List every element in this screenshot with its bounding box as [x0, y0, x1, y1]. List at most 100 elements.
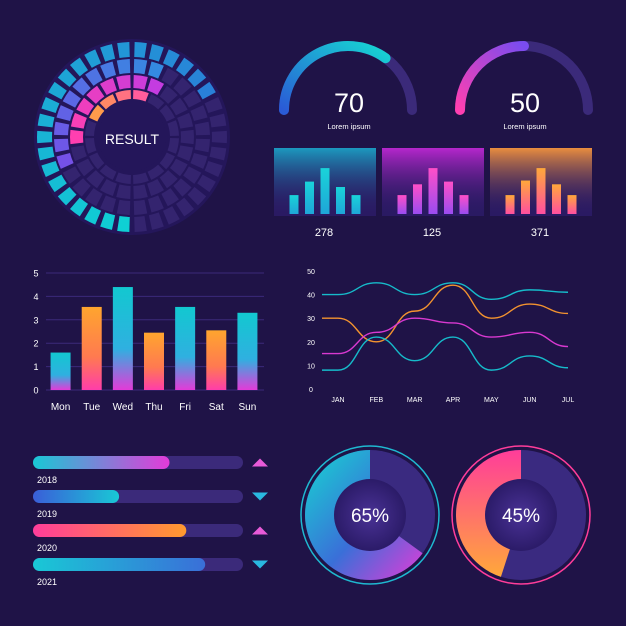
dial-segment — [133, 184, 148, 199]
year-bar-label: 2021 — [37, 577, 57, 587]
line-series-4 — [321, 336, 569, 371]
dial-segment — [167, 120, 179, 136]
week-x-tick: Wed — [113, 402, 133, 413]
trend-down-icon — [252, 560, 268, 569]
dial-segment — [116, 184, 131, 199]
dial-segment — [89, 104, 105, 122]
dial-segment — [147, 78, 165, 96]
week-bar — [175, 306, 196, 390]
dial-segment — [99, 164, 117, 180]
dial-segment — [162, 206, 180, 225]
percentage-pies: 65% 45% — [300, 445, 591, 585]
line-series-3 — [322, 317, 569, 355]
dial-segment — [69, 57, 89, 77]
dial-segment — [183, 90, 202, 108]
dial-segment — [84, 49, 102, 68]
dial-segment — [147, 178, 165, 196]
year-bar-label: 2019 — [37, 509, 57, 519]
dial-segment — [197, 81, 216, 100]
result-label: RESULT — [105, 131, 160, 147]
dial-segment — [194, 121, 210, 136]
mini-card-2-value: 125 — [423, 227, 441, 239]
dial-segment — [173, 77, 192, 96]
dial-segment — [37, 146, 55, 161]
pie-label: 65% — [351, 506, 389, 527]
dial-segment — [76, 158, 95, 177]
gauge-2-arc — [455, 41, 529, 115]
mini-card-2-bar — [397, 195, 407, 214]
gauge-2-value: 50 — [510, 88, 540, 118]
line-y-tick: 50 — [307, 269, 315, 276]
dial-segment — [84, 206, 102, 225]
line-y-tick: 30 — [307, 316, 315, 323]
gauge-1-arc — [279, 41, 391, 115]
dial-segment — [177, 145, 194, 162]
yearly-progress-bars: 2018 2019 2020 2021 — [33, 456, 268, 587]
gauge-1-caption: Lorem ipsum — [327, 122, 370, 131]
dial-segment — [37, 113, 55, 128]
pie-center — [334, 479, 406, 551]
dial-segment — [100, 44, 116, 62]
year-bar-fill — [33, 456, 170, 469]
line-y-tick: 0 — [309, 387, 313, 394]
gauge-1: 70 Lorem ipsum — [279, 41, 417, 131]
dial-segment — [57, 68, 77, 88]
dial-segment — [48, 81, 67, 100]
dial-segment — [72, 77, 91, 96]
week-x-tick: Mon — [51, 402, 70, 413]
dial-segment — [117, 42, 130, 58]
dial-segment — [48, 174, 67, 193]
dial-segment — [133, 90, 149, 102]
dial-segment — [133, 59, 148, 75]
dial-segment — [86, 170, 105, 189]
pie-label: 45% — [502, 506, 540, 527]
mini-cards — [274, 148, 592, 216]
week-x-tick: Fri — [179, 402, 191, 413]
week-bar — [81, 306, 102, 390]
dial-segment — [134, 216, 147, 232]
dial-segment — [148, 44, 164, 62]
dial-segment — [190, 152, 208, 169]
dial-segment — [57, 186, 77, 206]
dial-segment — [56, 105, 74, 122]
dial-segment — [148, 212, 164, 230]
dial-segment — [100, 195, 117, 213]
week-y-tick: 0 — [33, 386, 38, 396]
dial-segment — [62, 90, 81, 108]
dial-segment — [194, 138, 210, 153]
result-dial — [34, 39, 230, 235]
line-y-tick: 10 — [307, 363, 315, 370]
dial-segment — [54, 121, 70, 136]
dial-segment — [76, 97, 95, 116]
week-y-tick: 5 — [33, 269, 38, 279]
week-x-tick: Sat — [209, 402, 224, 413]
dial-segment — [167, 138, 179, 154]
gauge-2-caption: Lorem ipsum — [503, 122, 546, 131]
gauge-1-value: 70 — [334, 88, 364, 118]
line-series-1 — [322, 282, 569, 301]
dial-segment — [70, 112, 87, 129]
mini-card-2-bar — [428, 168, 438, 214]
line-x-tick: JAN — [331, 397, 344, 404]
dial-segment — [86, 85, 105, 104]
year-bar-label: 2018 — [37, 475, 57, 485]
dial-segment — [70, 129, 84, 145]
dial-center — [98, 103, 166, 171]
week-y-tick: 4 — [33, 292, 38, 302]
dial-segment — [89, 152, 105, 170]
dial-segment — [209, 146, 227, 161]
dial-segment — [116, 199, 131, 215]
dial-segment — [133, 172, 149, 184]
weekly-bar-chart: 0 1 2 3 4 5 Mon Tue Wed Thu Fri Sat Sun — [33, 269, 264, 413]
mini-card-2-bar — [459, 195, 469, 214]
dial-segment — [209, 113, 227, 128]
week-y-tick: 3 — [33, 315, 38, 325]
mini-card-1-value: 278 — [315, 227, 333, 239]
dial-segment — [190, 105, 208, 122]
dial-segment — [133, 199, 148, 215]
dial-segment — [69, 197, 89, 217]
dial-segment — [56, 152, 74, 169]
dial-segment — [177, 112, 194, 129]
